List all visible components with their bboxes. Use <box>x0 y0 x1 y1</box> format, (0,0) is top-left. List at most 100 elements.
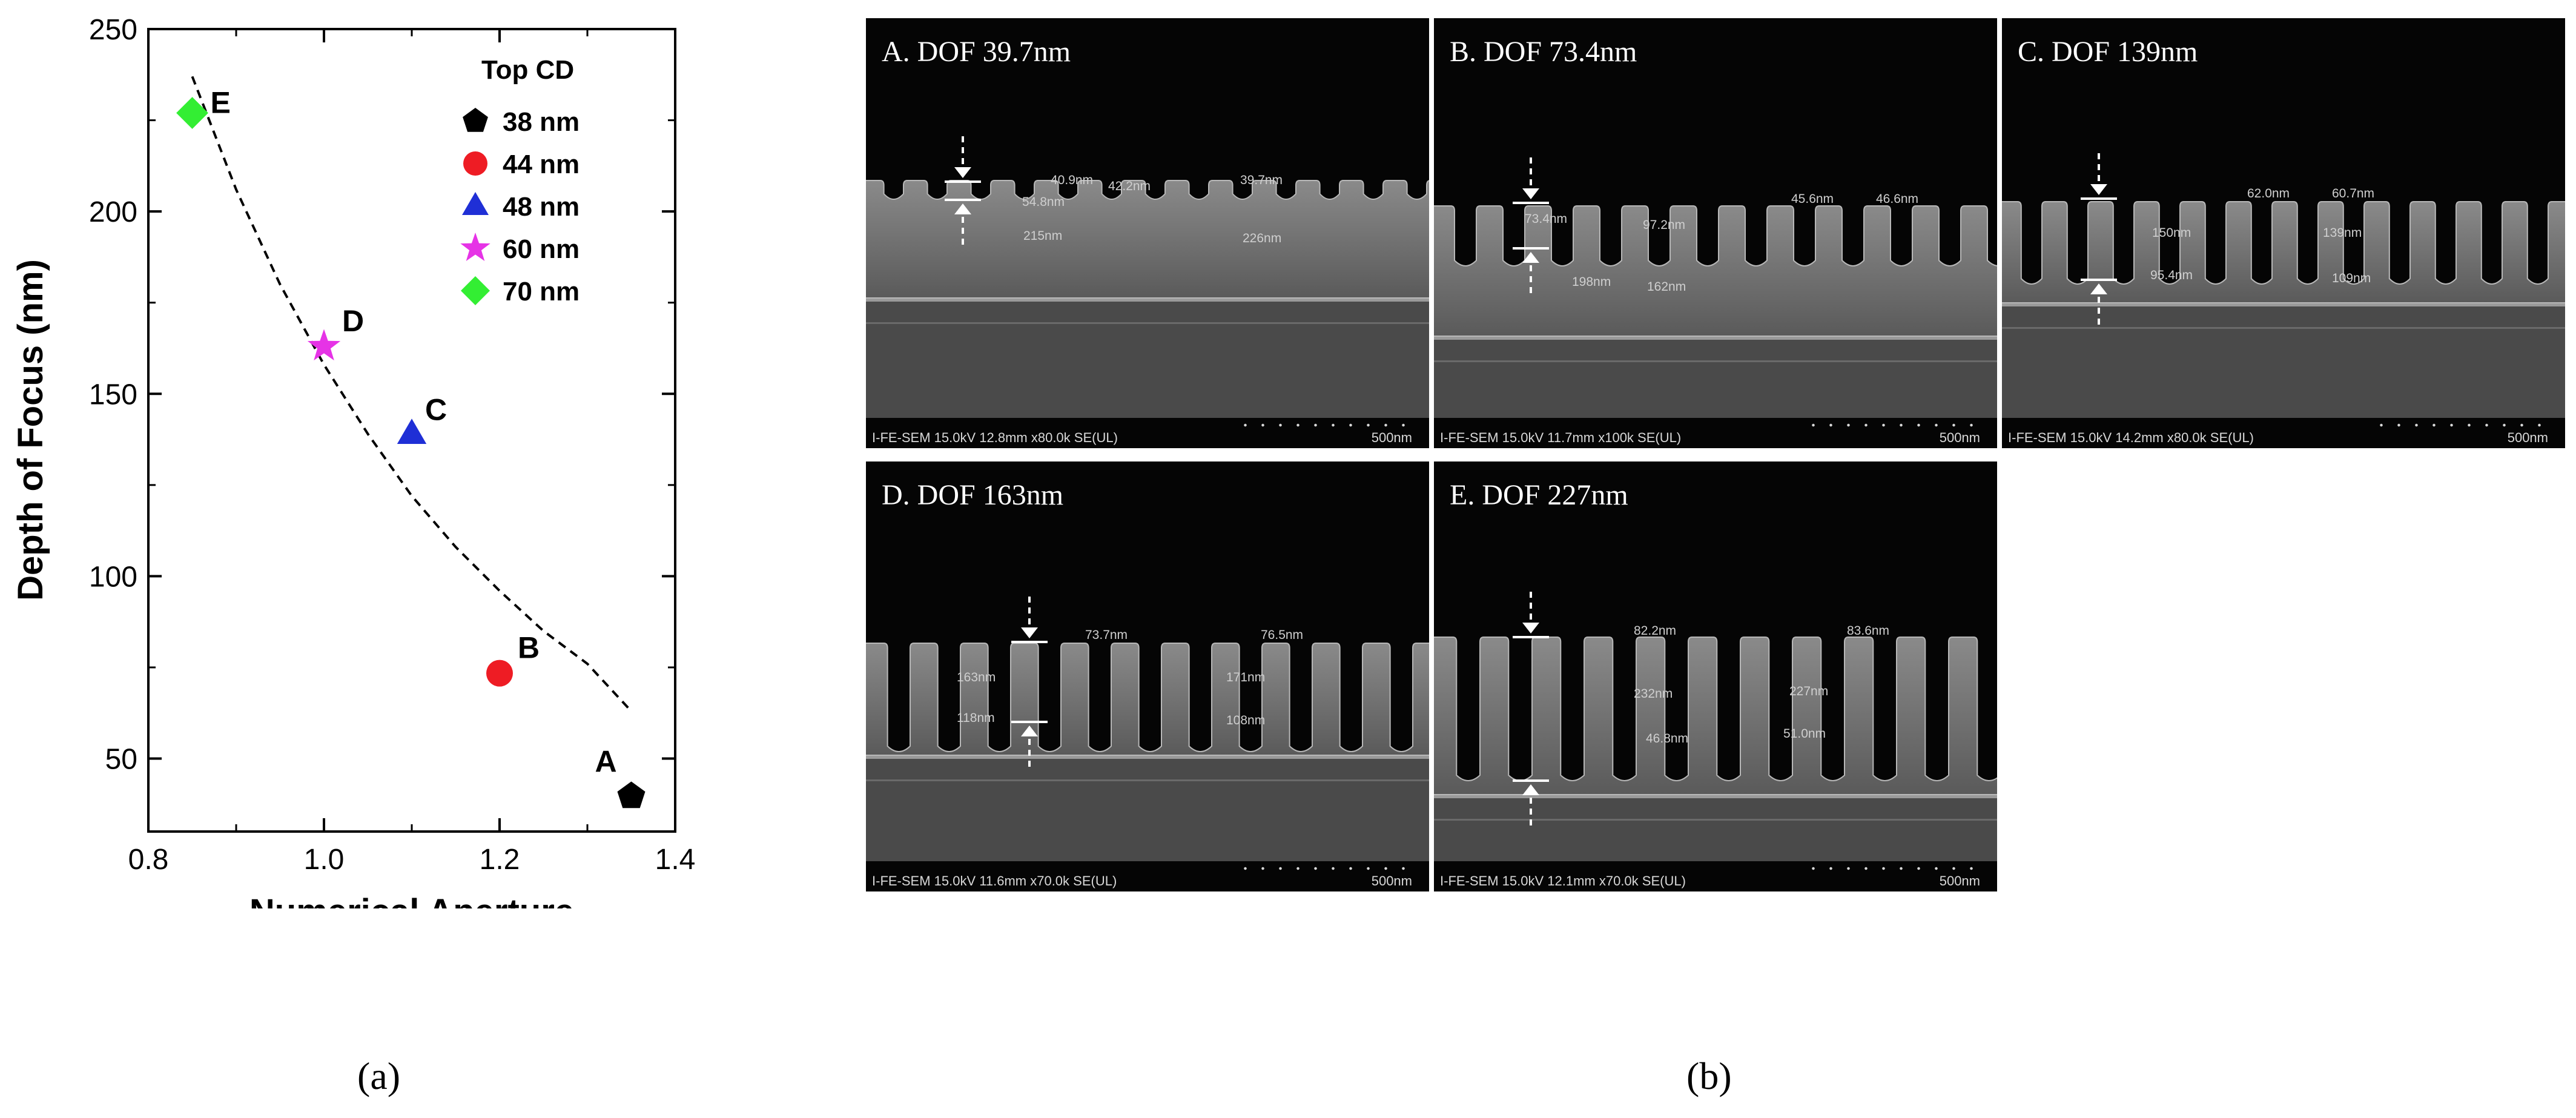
data-point <box>486 660 513 687</box>
measurement-label: 108nm <box>1226 713 1266 727</box>
sem-footer: I-FE-SEM 15.0kV 11.6mm x70.0k SE(UL) <box>872 873 1117 888</box>
sem-image <box>866 597 1429 891</box>
panel-title: C. DOF 139nm <box>2018 36 2198 68</box>
legend-label: 60 nm <box>503 234 580 264</box>
measurement-label: 162nm <box>1647 280 1686 294</box>
sem-panel-b: B. DOF 73.4nm 45.6nm 46.6nm 73.4nm 97.2n… <box>1434 18 1997 448</box>
y-tick-label: 150 <box>89 379 137 411</box>
y-axis-label: Depth of Focus (nm) <box>11 259 50 601</box>
measurement-label: 46.6nm <box>1876 192 1919 206</box>
data-points <box>176 97 646 809</box>
measurement-label: 42.2nm <box>1108 179 1151 193</box>
axis-ticks <box>147 28 676 832</box>
arrowhead-down <box>2090 184 2107 195</box>
x-tick-label: 0.8 <box>128 844 169 876</box>
layer-line <box>866 779 1429 781</box>
legend-label: 44 nm <box>503 150 580 179</box>
arrowhead-up <box>1522 784 1539 795</box>
scale-label: 500nm <box>1371 873 1412 888</box>
sem-panel-a: A. DOF 39.7nm 40.9nm 42.2nm 39.7nm 54.8n… <box>866 18 1429 448</box>
legend-label: 48 nm <box>503 192 580 222</box>
legend-title: Top CD <box>481 55 574 85</box>
layer-line <box>1434 360 1997 362</box>
legend: 38 nm 44 nm 48 nm 60 nm 70 nm <box>460 107 580 306</box>
x-tick-label: 1.2 <box>480 844 520 876</box>
scale-bar <box>1237 866 1412 871</box>
sem-footer: I-FE-SEM 15.0kV 11.7mm x100k SE(UL) <box>1440 430 1682 445</box>
measurement-label: 45.6nm <box>1791 192 1834 206</box>
scale-bar <box>1805 866 1980 871</box>
legend-label: 70 nm <box>503 277 580 306</box>
sem-footer: I-FE-SEM 15.0kV 12.8mm x80.0k SE(UL) <box>872 430 1118 445</box>
data-point <box>617 781 646 809</box>
sem-image <box>1434 592 1997 891</box>
sem-footer: I-FE-SEM 15.0kV 12.1mm x70.0k SE(UL) <box>1440 873 1686 888</box>
panel-title: E. DOF 227nm <box>1450 479 1628 511</box>
scale-label: 500nm <box>1371 430 1412 445</box>
sem-panel-c: C. DOF 139nm 62.0nm 60.7nm 150nm 139nm 9… <box>2002 18 2565 448</box>
interface-line <box>2002 303 2565 306</box>
sem-panel-d: D. DOF 163nm 73.7nm 76.5nm 163nm 171nm 1… <box>866 461 1429 891</box>
point-label: A <box>595 745 617 779</box>
measurement-label: 73.4nm <box>1525 212 1568 226</box>
panel-title: A. DOF 39.7nm <box>882 36 1071 68</box>
measurement-label: 163nm <box>957 670 996 684</box>
interface-line <box>866 298 1429 302</box>
scale-bar <box>1237 423 1412 428</box>
measurement-label: 109nm <box>2332 271 2371 285</box>
legend-marker <box>461 276 490 305</box>
resist-pattern <box>1434 205 1997 337</box>
y-tick-label: 250 <box>89 14 137 46</box>
y-tick-label: 100 <box>89 561 137 593</box>
interface-line <box>1434 336 1997 340</box>
fit-curve <box>191 76 632 712</box>
sem-image <box>866 136 1429 448</box>
interface-line <box>1434 795 1997 798</box>
x-tick-label: 1.0 <box>304 844 345 876</box>
arrowhead-up <box>1021 726 1038 736</box>
subfigure-label-b: (b) <box>1686 1054 1732 1097</box>
measurement-label: 198nm <box>1572 275 1611 289</box>
measurement-label: 227nm <box>1789 684 1829 698</box>
point-label: D <box>342 304 364 338</box>
y-tick-label: 200 <box>89 196 137 228</box>
layer-line <box>866 322 1429 324</box>
measurement-label: 97.2nm <box>1643 218 1686 232</box>
sem-image <box>1434 157 1997 448</box>
legend-marker <box>460 233 490 261</box>
resist-pattern <box>2002 201 2565 303</box>
layer-line <box>1434 819 1997 821</box>
measurement-label: 226nm <box>1243 231 1282 245</box>
substrate <box>2002 303 2565 418</box>
arrowhead-down <box>1522 623 1539 633</box>
x-tick-labels: 0.8 1.0 1.2 1.4 <box>128 844 696 876</box>
measurement-label: 73.7nm <box>1085 628 1128 642</box>
panel-title: D. DOF 163nm <box>882 479 1064 511</box>
data-point <box>307 329 341 361</box>
y-tick-labels: 50 100 150 200 250 <box>89 14 137 776</box>
point-label: E <box>211 86 231 120</box>
data-point <box>397 418 427 445</box>
arrowhead-down <box>1522 188 1539 199</box>
interface-line <box>866 755 1429 759</box>
measurement-label: 150nm <box>2152 226 2191 240</box>
scale-label: 500nm <box>1939 430 1980 445</box>
measurement-label: 40.9nm <box>1051 173 1094 187</box>
y-tick-label: 50 <box>105 744 137 776</box>
substrate <box>1434 336 1997 418</box>
measurement-label: 62.0nm <box>2247 187 2290 200</box>
legend-marker <box>462 192 489 215</box>
measurement-label: 118nm <box>957 711 995 725</box>
substrate <box>866 298 1429 418</box>
measurement-label: 232nm <box>1634 687 1673 701</box>
measurement-label: 215nm <box>1023 229 1063 243</box>
point-label: B <box>518 631 540 665</box>
arrowhead-up <box>1522 252 1539 263</box>
measurement-label: 54.8nm <box>1022 195 1065 209</box>
legend-label: 38 nm <box>503 107 580 137</box>
arrowhead-down <box>954 167 971 178</box>
measurement-label: 83.6nm <box>1847 624 1890 638</box>
sem-footer: I-FE-SEM 15.0kV 14.2mm x80.0k SE(UL) <box>2008 430 2254 445</box>
measurement-label: 171nm <box>1226 670 1266 684</box>
scale-bar <box>2373 423 2548 428</box>
